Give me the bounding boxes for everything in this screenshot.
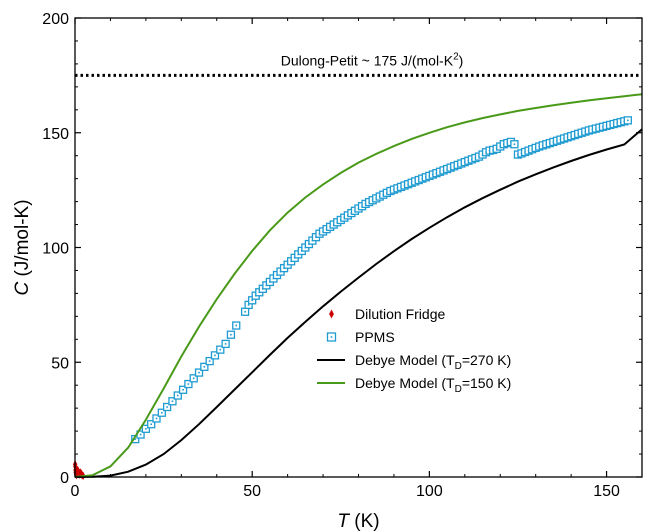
ppms-point-dot <box>203 366 206 368</box>
legend-swatch-dot-1 <box>330 336 333 338</box>
ppms-point-dot <box>244 310 246 313</box>
y-tick-label-3: 150 <box>42 126 69 143</box>
legend-swatch-0 <box>329 309 334 319</box>
ppms-point-dot <box>627 119 629 122</box>
ppms-point-dot <box>145 428 147 430</box>
ppms-point-dot <box>235 324 238 327</box>
ppms-point-dot <box>198 371 200 374</box>
legend-label-2: Debye Model (TD=270 K) <box>355 352 511 372</box>
plot-frame <box>74 17 643 478</box>
ppms-point-dot <box>166 406 168 408</box>
x-axis-label: T (K) <box>337 511 379 531</box>
y-axis-label: C (J/mol-K) <box>12 199 33 295</box>
ppms-point-dot <box>161 411 163 414</box>
x-tick-label-3: 150 <box>593 483 620 500</box>
ppms-point-dot <box>171 400 174 403</box>
ppms-point-dot <box>182 388 184 391</box>
legend: Dilution Fridge PPMS Debye Model (TD=270 K… <box>317 306 511 395</box>
ppms-point-dot <box>139 433 142 436</box>
ppms-point-dot <box>176 394 179 397</box>
ppms-point-dot <box>214 354 216 357</box>
axis-ticks: 0 50 100 150 0 50 100 150 200 <box>42 11 642 500</box>
ppms-point-dot <box>150 423 152 426</box>
x-tick-label-1: 50 <box>243 483 261 500</box>
legend-label-0: Dilution Fridge <box>355 306 445 322</box>
ppms-point-dot <box>219 348 222 351</box>
series-layer <box>72 93 643 481</box>
ppms-point-dot <box>208 360 211 362</box>
series-line-2 <box>74 128 643 478</box>
y-tick-label-2: 100 <box>42 241 69 258</box>
dulong-petit-annotation: Dulong-Petit ~ 175 J/(mol-K2) <box>75 51 642 77</box>
ppms-point-dot <box>187 383 190 385</box>
ppms-point-dot <box>513 143 516 146</box>
ppms-point-dot <box>134 438 137 440</box>
ppms-point-dot <box>224 343 227 345</box>
dulong-petit-label: Dulong-Petit ~ 175 J/(mol-K2) <box>281 51 464 68</box>
ppms-point-dot <box>230 333 232 336</box>
series-line-3 <box>74 93 643 478</box>
y-tick-label-1: 50 <box>51 355 69 372</box>
ppms-point-dot <box>155 417 158 420</box>
x-tick-label-0: 0 <box>71 483 80 500</box>
y-tick-label-0: 0 <box>60 470 69 487</box>
y-tick-label-4: 200 <box>42 11 69 28</box>
ppms-point-dot <box>251 299 253 302</box>
ppms-point-dot <box>247 304 250 306</box>
legend-label-3: Debye Model (TD=150 K) <box>355 375 511 395</box>
ppms-point-dot <box>192 377 195 380</box>
x-tick-label-2: 100 <box>416 483 443 500</box>
legend-label-1: PPMS <box>355 329 395 345</box>
